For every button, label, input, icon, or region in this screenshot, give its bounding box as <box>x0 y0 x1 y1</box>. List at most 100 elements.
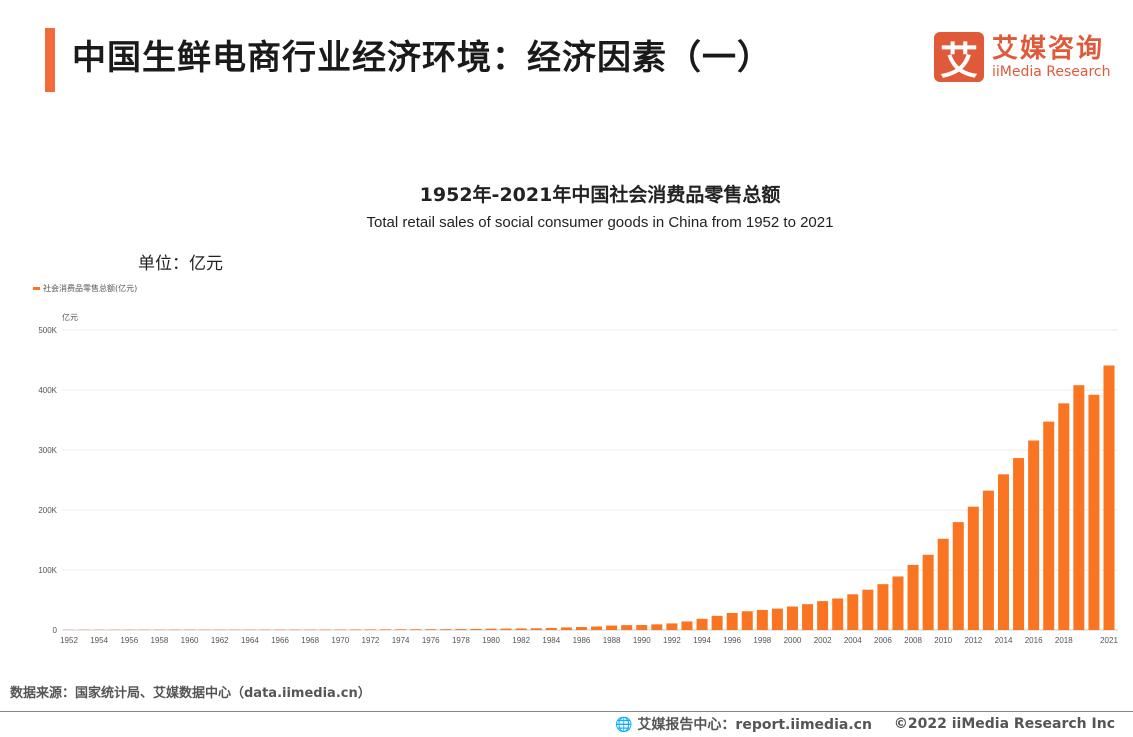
bar-2006[interactable] <box>877 584 889 630</box>
bar-2015[interactable] <box>1013 458 1025 630</box>
bar-2017[interactable] <box>1043 421 1055 630</box>
footer-divider <box>0 711 1133 712</box>
bar-1982[interactable] <box>515 628 527 630</box>
bar-2007[interactable] <box>892 576 904 630</box>
x-tick-label: 2004 <box>844 636 862 645</box>
bar-1994[interactable] <box>696 618 708 630</box>
bar-1984[interactable] <box>545 627 557 630</box>
bar-1977[interactable] <box>440 629 452 630</box>
bar-1987[interactable] <box>591 626 603 630</box>
x-tick-label: 2000 <box>784 636 802 645</box>
x-tick-label: 2018 <box>1055 636 1073 645</box>
x-tick-label: 1978 <box>452 636 470 645</box>
x-tick-label: 1952 <box>60 636 78 645</box>
bar-1989[interactable] <box>621 625 633 630</box>
bar-1993[interactable] <box>681 621 693 630</box>
x-tick-label: 1976 <box>422 636 440 645</box>
x-tick-label: 1996 <box>723 636 741 645</box>
x-tick-label: 1990 <box>633 636 651 645</box>
bar-2005[interactable] <box>862 589 874 630</box>
x-tick-label: 2014 <box>995 636 1013 645</box>
bar-2014[interactable] <box>997 474 1009 630</box>
x-tick-label: 1986 <box>573 636 591 645</box>
bar-2001[interactable] <box>802 604 814 630</box>
bar-1998[interactable] <box>756 609 768 630</box>
bar-1996[interactable] <box>726 612 738 630</box>
bar-2012[interactable] <box>967 506 979 630</box>
x-tick-label: 1982 <box>512 636 530 645</box>
x-tick-label: 1960 <box>181 636 199 645</box>
bar-2004[interactable] <box>847 594 859 630</box>
x-tick-label: 1964 <box>241 636 259 645</box>
bar-1999[interactable] <box>771 608 783 630</box>
bar-1975[interactable] <box>410 629 422 630</box>
bar-1974[interactable] <box>395 629 407 630</box>
logo: 艾 艾媒咨询 iiMedia Research <box>934 32 1111 83</box>
bar-2020[interactable] <box>1088 394 1100 630</box>
y-tick-label: 0 <box>53 626 58 635</box>
bar-1980[interactable] <box>485 628 497 630</box>
x-tick-label: 2010 <box>934 636 952 645</box>
bar-2019[interactable] <box>1073 385 1085 630</box>
x-tick-label: 2008 <box>904 636 922 645</box>
bar-1995[interactable] <box>711 615 723 630</box>
unit-label: 单位：亿元 <box>138 254 223 274</box>
x-tick-label: 1972 <box>362 636 380 645</box>
bar-2013[interactable] <box>982 490 994 630</box>
bar-1988[interactable] <box>606 625 618 630</box>
x-tick-label: 1954 <box>90 636 108 645</box>
bar-2018[interactable] <box>1058 403 1070 630</box>
x-tick-label: 1992 <box>663 636 681 645</box>
bar-1997[interactable] <box>741 611 753 630</box>
footer-copyright: ©2022 iiMedia Research Inc <box>893 716 1115 732</box>
bar-2011[interactable] <box>952 522 964 630</box>
bar-1981[interactable] <box>500 628 512 630</box>
bar-1978[interactable] <box>455 629 467 630</box>
y-tick-label: 400K <box>38 386 57 395</box>
source-note: 数据来源：国家统计局、艾媒数据中心（data.iimedia.cn） <box>10 686 371 701</box>
logo-cn: 艾媒咨询 <box>992 34 1105 64</box>
x-tick-label: 1998 <box>753 636 771 645</box>
bar-1976[interactable] <box>425 629 437 630</box>
logo-en: iiMedia Research <box>992 64 1111 80</box>
bar-1986[interactable] <box>575 627 587 630</box>
x-tick-label: 1984 <box>542 636 560 645</box>
bar-2000[interactable] <box>786 606 798 630</box>
bar-1990[interactable] <box>636 625 648 630</box>
bar-1970[interactable] <box>334 629 346 630</box>
legend-label: 社会消费品零售总额(亿元) <box>43 284 138 293</box>
x-tick-label: 1958 <box>151 636 169 645</box>
bar-2016[interactable] <box>1028 440 1040 630</box>
bar-2003[interactable] <box>832 598 844 630</box>
globe-icon: 🌐 <box>615 717 633 733</box>
bar-2008[interactable] <box>907 564 919 630</box>
bar-1991[interactable] <box>651 624 663 630</box>
bar-2010[interactable] <box>937 538 949 630</box>
bar-1973[interactable] <box>380 629 392 630</box>
bar-1972[interactable] <box>364 629 376 630</box>
bar-1983[interactable] <box>530 628 542 630</box>
bar-1979[interactable] <box>470 628 482 630</box>
bar-2021[interactable] <box>1103 365 1115 630</box>
y-axis-unit: 亿元 <box>62 312 78 322</box>
x-tick-label: 1970 <box>331 636 349 645</box>
x-tick-label: 2016 <box>1025 636 1043 645</box>
footer-report: 🌐 艾媒报告中心：report.iimedia.cn <box>615 717 872 733</box>
bar-2009[interactable] <box>922 554 934 630</box>
title-accent-bar <box>45 28 55 92</box>
x-tick-label: 1974 <box>392 636 410 645</box>
legend[interactable]: 社会消费品零售总额(亿元) <box>33 283 137 294</box>
legend-swatch <box>33 287 40 290</box>
bar-1985[interactable] <box>560 627 572 630</box>
logo-mark-icon: 艾 <box>934 32 984 83</box>
bar-1971[interactable] <box>349 629 361 630</box>
y-tick-label: 500K <box>38 326 57 335</box>
x-tick-label: 1968 <box>301 636 319 645</box>
bar-2002[interactable] <box>817 601 829 630</box>
x-tick-label: 1994 <box>693 636 711 645</box>
chart-subtitle: Total retail sales of social consumer go… <box>366 214 834 231</box>
page-title: 中国生鲜电商行业经济环境：经济因素（一） <box>72 38 772 78</box>
x-tick-label: 2002 <box>814 636 832 645</box>
bar-1992[interactable] <box>666 623 678 630</box>
